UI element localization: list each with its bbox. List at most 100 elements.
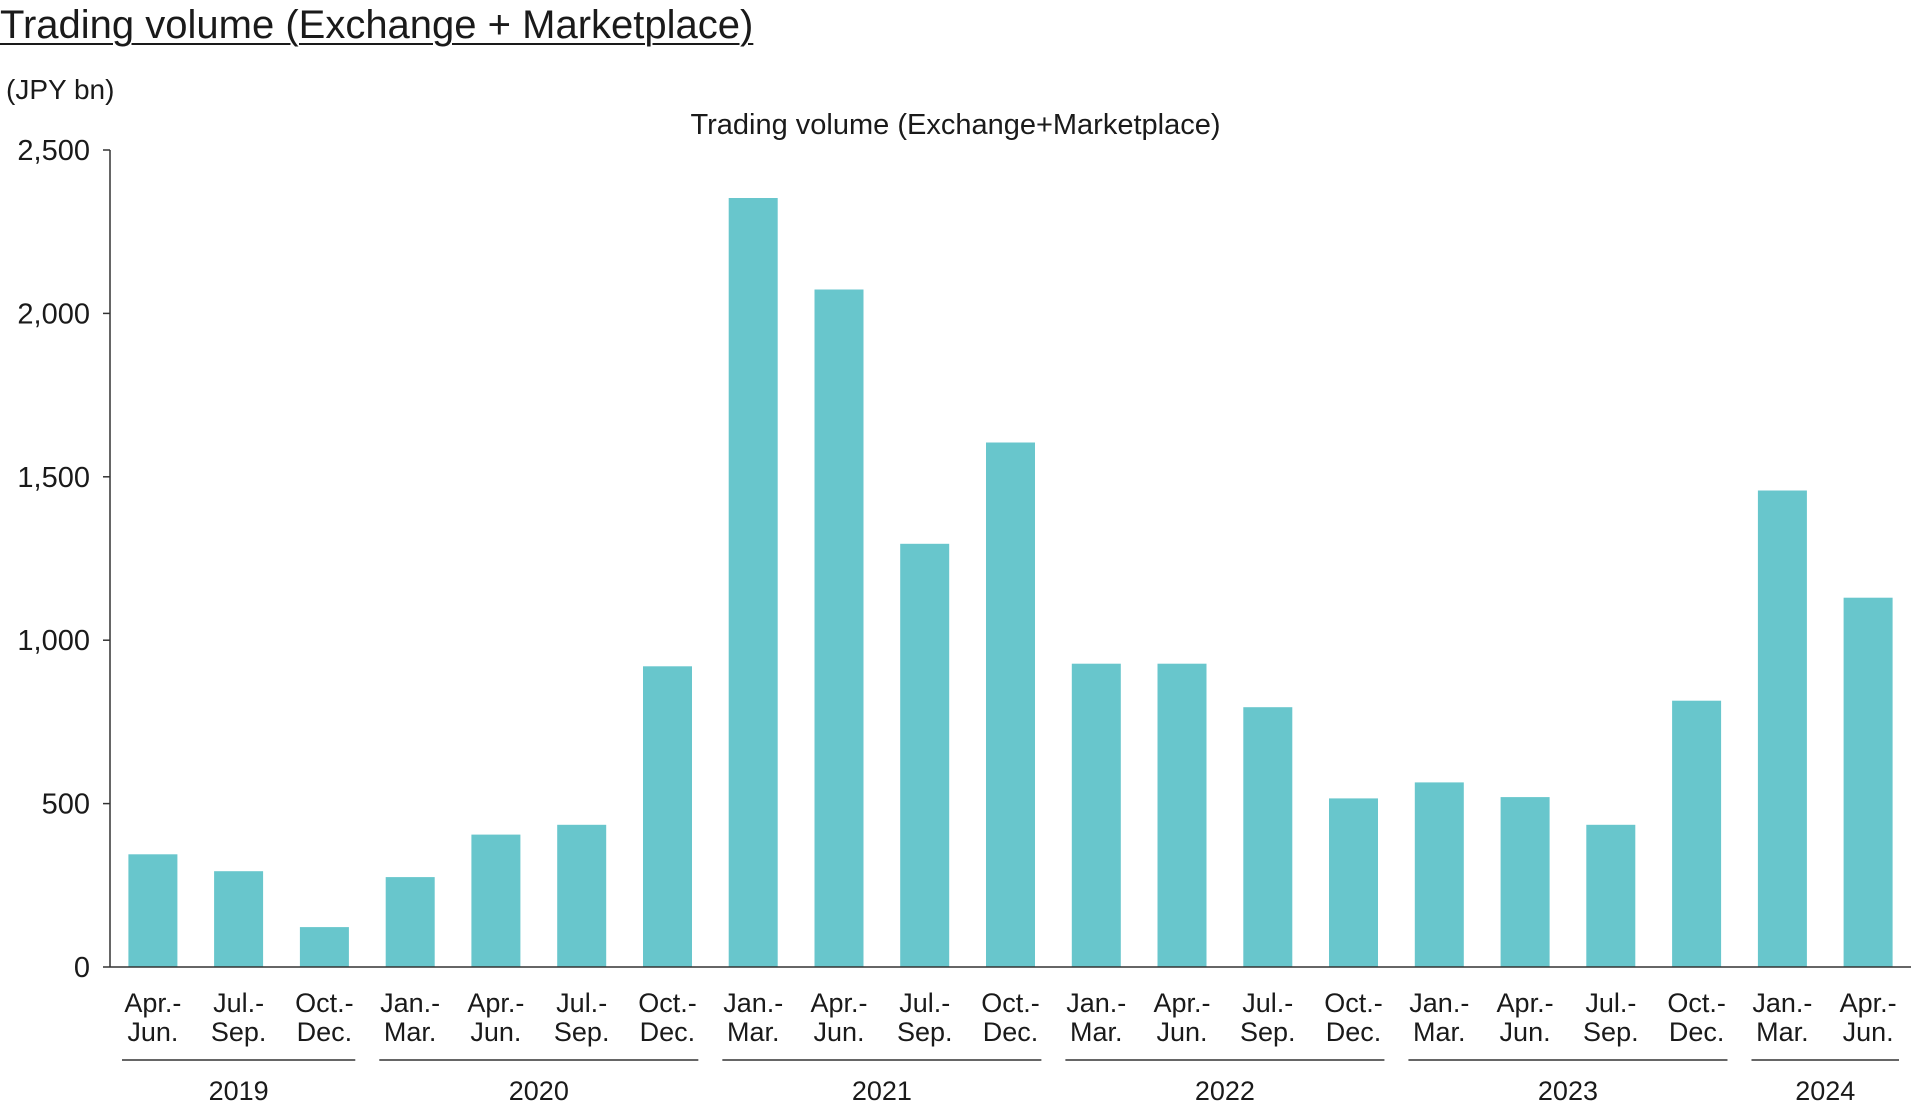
x-category-label-line2: Jun. [1843,1017,1894,1047]
x-category-label: Jan.-Mar. [1752,988,1812,1047]
y-tick-label: 1,000 [17,625,90,657]
x-category-label-line1: Apr.- [1497,988,1554,1018]
x-category-label-line2: Jun. [813,1017,864,1047]
x-category-label-line2: Jun. [1500,1017,1551,1047]
x-category-label-line1: Apr.- [1154,988,1211,1018]
x-category-label-line2: Mar. [727,1017,780,1047]
x-category-label: Jan.-Mar. [380,988,440,1047]
bar [1586,824,1636,967]
x-category-label-line1: Oct.- [1667,988,1726,1018]
x-category-label-line1: Jan.- [380,988,440,1018]
x-category-label: Apr.-Jun. [1497,988,1554,1047]
x-category-label-line2: Dec. [297,1017,353,1047]
x-category-label-line2: Sep. [1583,1017,1639,1047]
x-category-label-line2: Dec. [983,1017,1039,1047]
x-category-label: Jul.-Sep. [554,988,610,1047]
x-category-label: Jan.-Mar. [1409,988,1469,1047]
x-category-label-line2: Mar. [1070,1017,1123,1047]
bars-layer [128,198,1893,967]
x-category-label-line1: Oct.- [295,988,354,1018]
bar [128,854,178,967]
x-category-label-line1: Apr.- [467,988,524,1018]
x-category-label: Oct.-Dec. [1324,988,1383,1047]
bar [1243,707,1293,967]
x-category-label: Oct.-Dec. [981,988,1040,1047]
y-tick-label: 500 [42,789,90,821]
bar [1329,798,1378,967]
axes-layer: 05001,0001,5002,0002,500Apr.-Jun.Jul.-Se… [17,135,1911,1106]
y-tick-label: 0 [74,952,90,984]
y-tick-label: 1,500 [17,462,90,494]
bar [814,289,864,967]
x-category-label-line2: Mar. [384,1017,437,1047]
y-axis-unit-label: (JPY bn) [6,74,115,105]
bar [900,543,950,967]
x-category-label-line1: Oct.- [981,988,1040,1018]
bar [1500,797,1550,967]
x-category-label: Jan.-Mar. [723,988,783,1047]
x-category-label-line1: Jan.- [1752,988,1812,1018]
bar [986,442,1035,967]
bar [1757,490,1807,967]
x-category-label: Jul.-Sep. [1240,988,1296,1047]
x-category-label-line2: Dec. [1326,1017,1382,1047]
x-category-label-line1: Jul.- [899,988,950,1018]
x-category-label: Oct.-Dec. [295,988,354,1047]
chart-title: Trading volume (Exchange+Marketplace) [690,109,1221,141]
x-category-label-line2: Jun. [1157,1017,1208,1047]
x-category-label: Apr.-Jun. [467,988,524,1047]
x-category-label-line1: Jan.- [1066,988,1126,1018]
x-category-label-line1: Oct.- [1324,988,1383,1018]
bar [557,824,607,967]
year-group-label: 2023 [1538,1076,1598,1106]
year-group-label: 2022 [1195,1076,1255,1106]
year-group-label: 2024 [1795,1076,1855,1106]
bar [214,871,264,967]
x-category-label: Apr.-Jun. [1840,988,1897,1047]
year-group-label: 2020 [509,1076,569,1106]
page-title: Trading volume (Exchange + Marketplace) [0,3,754,47]
x-category-label-line1: Jul.- [1242,988,1293,1018]
x-category-label-line1: Jan.- [1409,988,1469,1018]
bar [1157,663,1207,967]
bar [385,877,435,967]
bar [1414,782,1464,967]
year-group-label: 2019 [209,1076,269,1106]
bar [1672,700,1722,967]
x-category-label-line2: Jun. [127,1017,178,1047]
x-category-label-line1: Apr.- [810,988,867,1018]
bar [643,666,692,967]
x-category-label: Jan.-Mar. [1066,988,1126,1047]
x-category-label-line2: Mar. [1413,1017,1466,1047]
x-category-label-line2: Sep. [554,1017,610,1047]
x-category-label-line2: Sep. [897,1017,953,1047]
bar [728,198,778,967]
x-category-label: Jul.-Sep. [897,988,953,1047]
x-category-label: Apr.-Jun. [1154,988,1211,1047]
x-category-label: Jul.-Sep. [1583,988,1639,1047]
x-category-label-line1: Apr.- [124,988,181,1018]
x-category-label: Jul.-Sep. [211,988,267,1047]
x-category-label-line2: Mar. [1756,1017,1809,1047]
x-category-label-line2: Jun. [470,1017,521,1047]
x-category-label-line2: Sep. [211,1017,267,1047]
x-category-label-line2: Dec. [640,1017,696,1047]
year-group-label: 2021 [852,1076,912,1106]
bar [1071,663,1121,967]
x-category-label-line2: Sep. [1240,1017,1296,1047]
x-category-label-line1: Jul.- [1585,988,1636,1018]
x-category-label: Apr.-Jun. [810,988,867,1047]
x-category-label: Oct.-Dec. [638,988,697,1047]
x-category-label-line1: Apr.- [1840,988,1897,1018]
y-tick-label: 2,000 [17,298,90,330]
x-category-label-line2: Dec. [1669,1017,1725,1047]
bar [471,834,521,967]
bar [299,927,349,967]
x-category-label-line1: Jul.- [213,988,264,1018]
x-category-label: Oct.-Dec. [1667,988,1726,1047]
y-tick-label: 2,500 [17,135,90,167]
x-category-label-line1: Jan.- [723,988,783,1018]
bar [1843,597,1893,967]
x-category-label-line1: Jul.- [556,988,607,1018]
